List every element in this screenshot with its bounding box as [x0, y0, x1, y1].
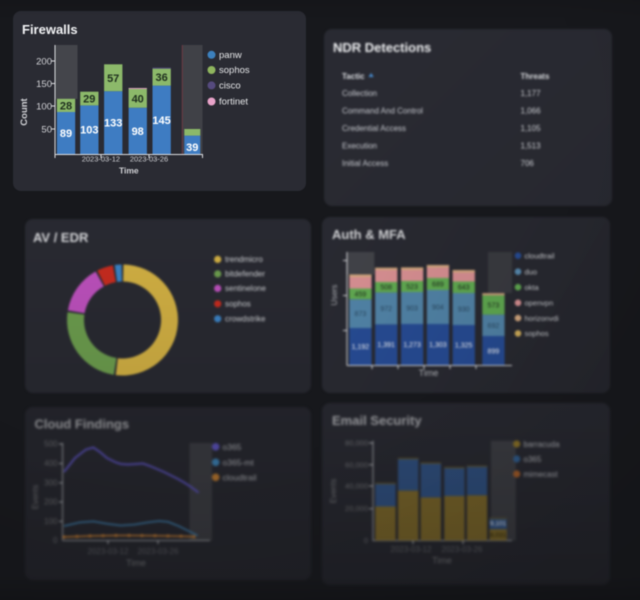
svg-text:2023-03-12: 2023-03-12	[391, 545, 432, 554]
svg-text:Users: Users	[330, 285, 339, 306]
svg-text:mimecast: mimecast	[524, 470, 559, 479]
svg-text:400: 400	[44, 459, 58, 468]
svg-text:Credential Access: Credential Access	[342, 124, 406, 133]
svg-text:Initial Access: Initial Access	[342, 159, 388, 168]
svg-text:1,177: 1,177	[521, 89, 542, 98]
svg-text:o365: o365	[524, 455, 542, 464]
svg-text:80,000: 80,000	[345, 439, 368, 448]
svg-text:Cloud Findings: Cloud Findings	[35, 417, 130, 432]
svg-text:930: 930	[458, 307, 470, 314]
svg-text:bitdefender: bitdefender	[225, 270, 265, 279]
svg-text:89: 89	[60, 128, 72, 140]
svg-text:523: 523	[406, 284, 418, 291]
svg-text:29: 29	[83, 94, 95, 106]
svg-text:horizonvdi: horizonvdi	[525, 314, 560, 323]
svg-text:Threats: Threats	[521, 72, 550, 81]
svg-text:899: 899	[488, 349, 500, 356]
svg-text:fortinet: fortinet	[219, 97, 248, 108]
svg-text:972: 972	[380, 306, 392, 313]
svg-text:Events: Events	[329, 479, 338, 503]
svg-text:Execution: Execution	[342, 142, 377, 151]
svg-text:Time: Time	[119, 166, 139, 176]
svg-text:2023-03-26: 2023-03-26	[130, 155, 168, 164]
svg-text:cloudtrail: cloudtrail	[223, 472, 257, 482]
svg-text:Count: Count	[19, 97, 30, 125]
svg-text:sophos: sophos	[225, 300, 251, 309]
svg-text:459: 459	[355, 292, 367, 299]
svg-text:panw: panw	[219, 50, 242, 61]
svg-text:1,325: 1,325	[455, 343, 473, 350]
svg-text:Tactic: Tactic	[342, 72, 365, 81]
svg-text:200: 200	[44, 498, 58, 507]
svg-text:100: 100	[44, 517, 58, 526]
svg-text:60,000: 60,000	[345, 460, 368, 469]
svg-text:643: 643	[458, 285, 470, 292]
svg-text:9,101: 9,101	[490, 521, 507, 528]
svg-text:40,000: 40,000	[345, 482, 368, 491]
svg-text:0: 0	[53, 536, 58, 545]
svg-text:508: 508	[380, 285, 392, 292]
svg-text:200: 200	[36, 56, 52, 67]
svg-text:Time: Time	[126, 558, 146, 568]
svg-text:barracuda: barracuda	[524, 440, 561, 449]
svg-text:Auth & MFA: Auth & MFA	[332, 227, 406, 242]
svg-text:1,303: 1,303	[429, 342, 447, 349]
svg-text:98: 98	[132, 126, 144, 138]
svg-text:692: 692	[488, 323, 500, 330]
svg-text:Command And Control: Command And Control	[342, 107, 423, 116]
svg-text:150: 150	[36, 79, 52, 90]
svg-text:Time: Time	[419, 368, 439, 378]
svg-text:57: 57	[107, 73, 119, 85]
svg-text:1,192: 1,192	[352, 344, 370, 351]
svg-text:2023-03-12: 2023-03-12	[88, 547, 129, 556]
svg-text:689: 689	[432, 282, 444, 289]
svg-text:duo: duo	[525, 267, 538, 276]
svg-text:trendmicro: trendmicro	[225, 255, 263, 264]
svg-text:sophos: sophos	[219, 65, 250, 76]
svg-text:sentinelone: sentinelone	[225, 284, 266, 293]
svg-text:o365: o365	[223, 442, 242, 452]
svg-text:AV / EDR: AV / EDR	[33, 230, 89, 245]
svg-text:2023-03-26: 2023-03-26	[442, 545, 483, 554]
svg-text:903: 903	[406, 306, 418, 313]
svg-text:8,031: 8,031	[490, 532, 507, 539]
svg-text:sophos: sophos	[525, 329, 549, 338]
svg-text:1,273: 1,273	[403, 342, 421, 349]
svg-text:40: 40	[132, 93, 144, 105]
svg-text:300: 300	[44, 478, 58, 487]
svg-text:openvpn: openvpn	[525, 299, 554, 308]
svg-text:Collection: Collection	[342, 89, 377, 98]
svg-text:Firewalls: Firewalls	[22, 22, 78, 37]
svg-text:50: 50	[41, 124, 52, 135]
svg-text:1,391: 1,391	[377, 342, 395, 349]
svg-text:39: 39	[186, 142, 198, 154]
svg-text:2023-03-26: 2023-03-26	[138, 547, 179, 556]
svg-text:103: 103	[80, 125, 98, 137]
svg-text:0: 0	[364, 536, 368, 545]
svg-text:1,105: 1,105	[521, 124, 542, 133]
svg-text:706: 706	[521, 159, 535, 168]
svg-text:2023-03-12: 2023-03-12	[82, 155, 120, 164]
svg-text:NDR Detections: NDR Detections	[333, 40, 431, 55]
svg-text:145: 145	[152, 115, 170, 127]
svg-text:cloudtrail: cloudtrail	[525, 251, 555, 260]
svg-text:36: 36	[155, 72, 167, 84]
svg-text:1,066: 1,066	[521, 107, 542, 116]
svg-text:28: 28	[60, 101, 72, 113]
svg-text:20,000: 20,000	[345, 504, 368, 513]
svg-text:500: 500	[44, 440, 58, 449]
svg-text:o365-mt: o365-mt	[223, 457, 255, 467]
svg-text:133: 133	[104, 118, 122, 130]
svg-text:1,513: 1,513	[521, 142, 542, 151]
svg-text:573: 573	[488, 303, 500, 310]
svg-text:Events: Events	[31, 485, 40, 509]
svg-text:crowdstrike: crowdstrike	[225, 315, 266, 324]
svg-text:873: 873	[355, 311, 367, 318]
svg-text:904: 904	[432, 305, 444, 312]
svg-text:okta: okta	[525, 283, 540, 292]
svg-text:100: 100	[36, 101, 52, 112]
svg-text:cisco: cisco	[219, 81, 241, 92]
svg-text:Email Security: Email Security	[332, 413, 422, 428]
svg-text:Time: Time	[432, 556, 452, 566]
